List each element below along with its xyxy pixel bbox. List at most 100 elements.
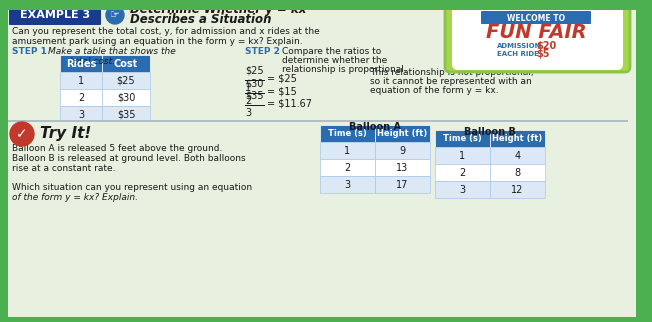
Text: of the form y = kx? Explain.: of the form y = kx? Explain. xyxy=(12,193,138,202)
Text: 2: 2 xyxy=(460,167,466,177)
Text: equation of the form y = kx.: equation of the form y = kx. xyxy=(370,86,499,94)
Text: 4: 4 xyxy=(514,150,520,160)
Bar xyxy=(102,55,150,72)
Bar xyxy=(435,164,490,181)
Text: ADMISSION: ADMISSION xyxy=(497,43,542,49)
Bar xyxy=(375,142,430,159)
Text: Determine Whether y = kx: Determine Whether y = kx xyxy=(130,3,306,15)
Text: STEP 2: STEP 2 xyxy=(245,46,280,55)
Bar xyxy=(0,0,8,322)
Text: Which situation can you represent using an equation: Which situation can you represent using … xyxy=(12,183,252,192)
FancyBboxPatch shape xyxy=(9,5,101,25)
Bar xyxy=(8,122,636,317)
Text: 3: 3 xyxy=(460,185,466,194)
FancyBboxPatch shape xyxy=(445,2,630,72)
Bar xyxy=(490,164,545,181)
Bar xyxy=(435,147,490,164)
FancyBboxPatch shape xyxy=(481,11,591,24)
Text: rise at a constant rate.: rise at a constant rate. xyxy=(12,164,115,173)
Text: FUN FAIR: FUN FAIR xyxy=(486,23,586,42)
Bar xyxy=(60,89,102,106)
Text: $5: $5 xyxy=(536,49,550,59)
Bar xyxy=(8,120,628,122)
Text: Balloon B is released at ground level. Both balloons: Balloon B is released at ground level. B… xyxy=(12,154,246,163)
Text: EXAMPLE 3: EXAMPLE 3 xyxy=(20,10,90,20)
Text: = $25: = $25 xyxy=(267,73,297,83)
Text: = $15: = $15 xyxy=(267,86,297,96)
Bar xyxy=(490,147,545,164)
Text: $20: $20 xyxy=(536,41,556,51)
Text: 3: 3 xyxy=(78,109,84,119)
Bar xyxy=(245,105,265,106)
Bar xyxy=(490,130,545,147)
Bar xyxy=(60,72,102,89)
Text: 9: 9 xyxy=(400,146,406,156)
Text: Compare the ratios to: Compare the ratios to xyxy=(282,46,381,55)
Text: 2: 2 xyxy=(344,163,351,173)
Text: Balloon A: Balloon A xyxy=(349,122,401,132)
Bar xyxy=(375,176,430,193)
Circle shape xyxy=(106,6,124,24)
Text: 3: 3 xyxy=(245,108,251,118)
Bar xyxy=(0,0,652,10)
Text: 1: 1 xyxy=(344,146,351,156)
Text: $35: $35 xyxy=(117,109,135,119)
Text: ☞: ☞ xyxy=(110,10,120,20)
Text: Time (s): Time (s) xyxy=(328,129,367,138)
Text: ✓: ✓ xyxy=(16,127,28,141)
Text: 3: 3 xyxy=(344,179,351,190)
Text: $25: $25 xyxy=(117,75,136,86)
Bar xyxy=(490,181,545,198)
Bar xyxy=(375,159,430,176)
Text: $30: $30 xyxy=(117,92,135,102)
Text: 13: 13 xyxy=(396,163,409,173)
Bar xyxy=(320,159,375,176)
Bar xyxy=(102,89,150,106)
Text: WELCOME TO: WELCOME TO xyxy=(507,14,565,23)
Text: Time (s): Time (s) xyxy=(443,134,482,143)
Text: Balloon A is released 5 feet above the ground.: Balloon A is released 5 feet above the g… xyxy=(12,144,222,153)
Text: 1: 1 xyxy=(78,75,84,86)
Bar xyxy=(102,72,150,89)
Text: 8: 8 xyxy=(514,167,520,177)
Text: Height (ft): Height (ft) xyxy=(492,134,542,143)
Text: Rides: Rides xyxy=(66,59,96,69)
Bar xyxy=(245,93,265,94)
Bar xyxy=(435,181,490,198)
Text: 12: 12 xyxy=(511,185,524,194)
Bar xyxy=(320,125,375,142)
FancyBboxPatch shape xyxy=(452,4,623,70)
Circle shape xyxy=(10,122,34,146)
Bar xyxy=(320,142,375,159)
Text: Describes a Situation: Describes a Situation xyxy=(130,13,271,25)
Text: = $11.67: = $11.67 xyxy=(267,98,312,108)
Text: Cost: Cost xyxy=(114,59,138,69)
Text: determine whether the: determine whether the xyxy=(282,55,387,64)
Bar xyxy=(102,106,150,123)
Text: Can you represent the total cost, y, for admission and x rides at the: Can you represent the total cost, y, for… xyxy=(12,26,319,35)
Text: total cost.: total cost. xyxy=(70,56,115,65)
Bar xyxy=(0,317,652,322)
Text: $35: $35 xyxy=(245,90,263,100)
Bar xyxy=(60,106,102,123)
Bar xyxy=(636,0,652,322)
Text: $30: $30 xyxy=(245,78,263,88)
Text: relationship is proportional.: relationship is proportional. xyxy=(282,64,407,73)
Bar xyxy=(435,130,490,147)
Text: Try It!: Try It! xyxy=(40,126,91,140)
Text: 17: 17 xyxy=(396,179,409,190)
Text: 1: 1 xyxy=(245,83,251,93)
Text: 2: 2 xyxy=(245,96,251,106)
Text: This relationship is not proportional,: This relationship is not proportional, xyxy=(370,68,533,77)
Text: $25: $25 xyxy=(245,65,263,75)
Bar xyxy=(320,176,375,193)
Text: 2: 2 xyxy=(78,92,84,102)
Bar xyxy=(60,55,102,72)
Text: amusement park using an equation in the form y = kx? Explain.: amusement park using an equation in the … xyxy=(12,36,303,45)
Text: STEP 1: STEP 1 xyxy=(12,46,47,55)
Text: Balloon B: Balloon B xyxy=(464,127,516,137)
Bar xyxy=(245,80,265,81)
Text: Height (ft): Height (ft) xyxy=(378,129,428,138)
Text: EACH RIDE: EACH RIDE xyxy=(497,51,539,57)
Text: so it cannot be represented with an: so it cannot be represented with an xyxy=(370,77,532,86)
